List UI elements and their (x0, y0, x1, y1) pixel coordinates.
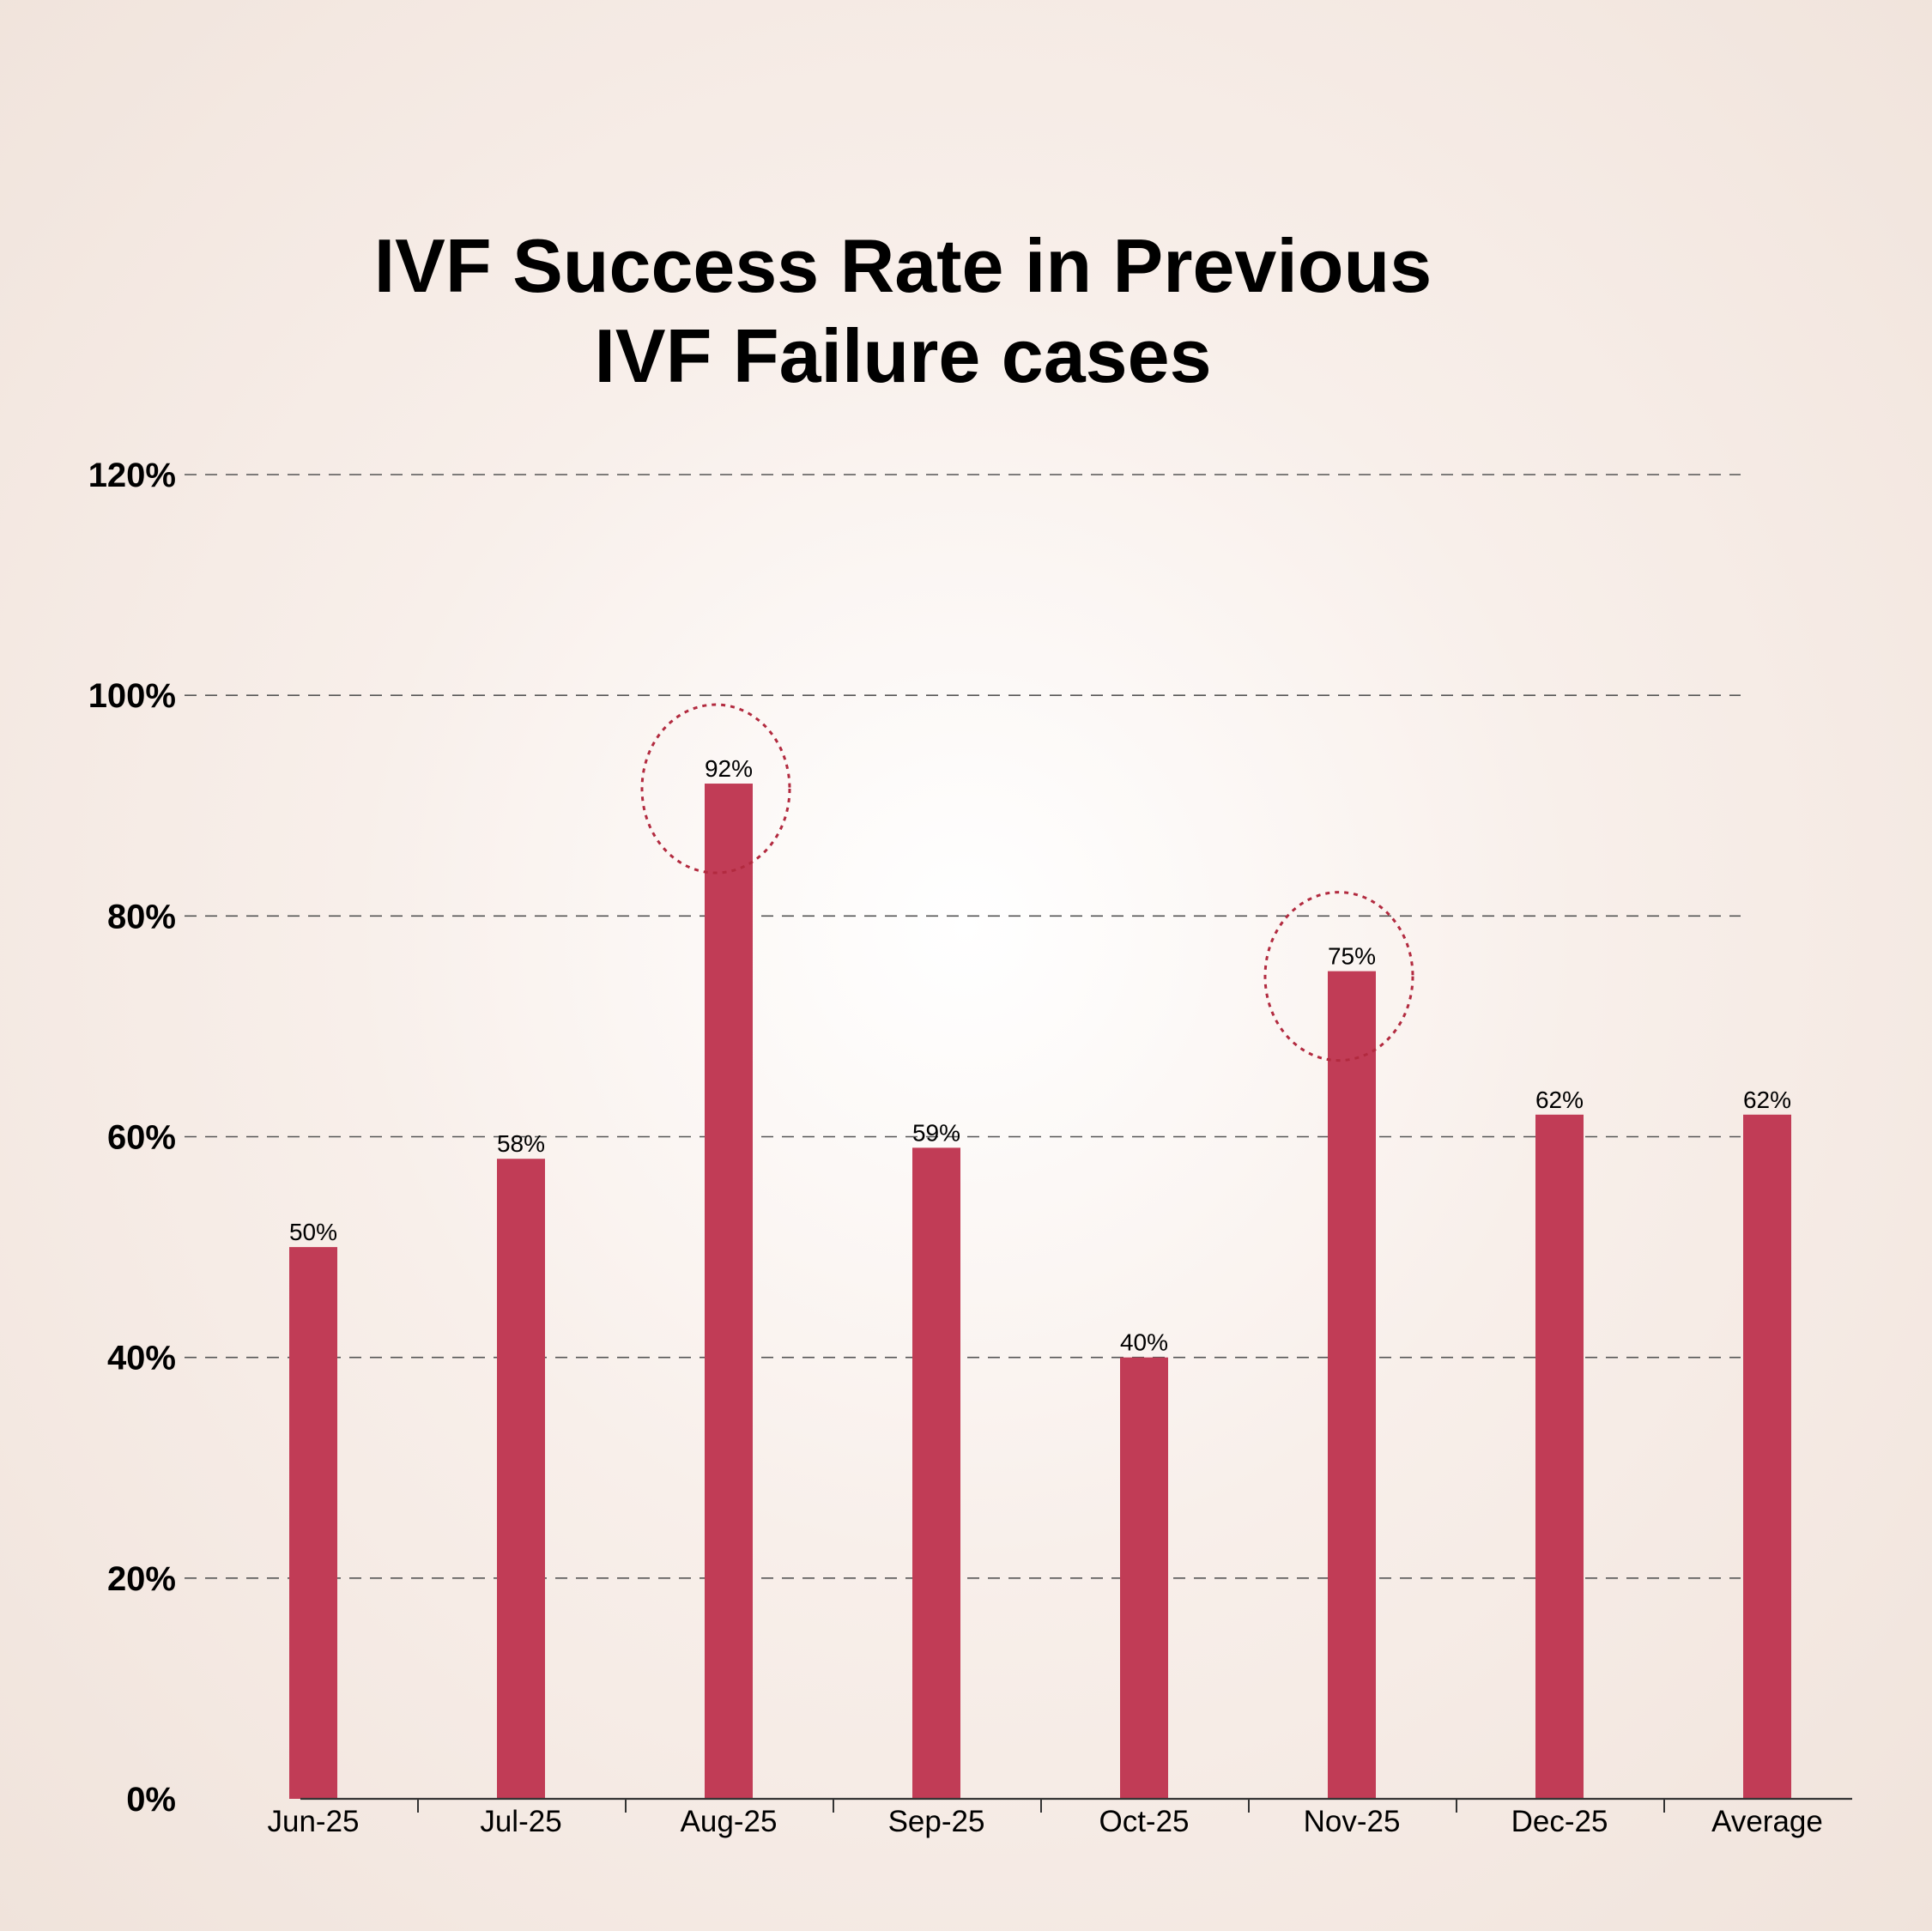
x-tick-label: Jun-25 (267, 1805, 359, 1838)
data-label: 75% (1328, 943, 1376, 970)
bar (1535, 1114, 1584, 1799)
chart-title: IVF Success Rate in Previous IVF Failure… (374, 223, 1432, 398)
x-tick-label: Aug-25 (681, 1805, 778, 1838)
x-tick-label: Dec-25 (1511, 1805, 1608, 1838)
data-label: 40% (1120, 1329, 1168, 1356)
y-tick-label: 80% (107, 898, 176, 935)
bar (1328, 971, 1376, 1799)
x-tick-label: Nov-25 (1304, 1805, 1401, 1838)
bar (705, 784, 753, 1799)
y-tick-label: 20% (107, 1560, 176, 1598)
data-labels: 50% 58% 92% 59% 40% 75% 62% 62% (289, 755, 1791, 1356)
y-tick-label: 40% (107, 1340, 176, 1377)
highlight-circle (640, 703, 791, 875)
x-axis-labels: Jun-25 Jul-25 Aug-25 Sep-25 Oct-25 Nov-25 Dec-… (267, 1805, 1822, 1838)
x-axis (300, 1797, 1852, 1813)
bar (497, 1159, 545, 1799)
highlight-circle (1263, 891, 1414, 1062)
y-tick-label: 100% (88, 677, 176, 715)
data-label: 62% (1535, 1087, 1584, 1113)
data-label: 59% (912, 1119, 960, 1146)
y-tick-label: 60% (107, 1119, 176, 1157)
data-label: 58% (497, 1130, 545, 1157)
bar (912, 1147, 960, 1799)
data-label: 62% (1743, 1087, 1791, 1113)
x-tick-label: Jul-25 (480, 1805, 561, 1838)
bars (289, 784, 1791, 1799)
highlight-circles (640, 703, 1414, 1062)
chart-title-line-1: IVF Success Rate in Previous (374, 223, 1432, 308)
bar (1743, 1114, 1791, 1799)
x-tick-label: Oct-25 (1099, 1805, 1189, 1838)
data-label: 50% (289, 1219, 337, 1245)
x-tick-label: Sep-25 (888, 1805, 985, 1838)
chart-title-line-2: IVF Failure cases (594, 313, 1211, 398)
data-label: 92% (705, 755, 753, 782)
y-tick-label: 0% (126, 1781, 176, 1819)
bar (289, 1247, 337, 1799)
y-axis-ticks: 0% 20% 40% 60% 80% 100% 120% (88, 457, 176, 1819)
x-tick-label: Average (1711, 1805, 1823, 1838)
bar (1120, 1357, 1168, 1799)
gridlines (185, 474, 1741, 1579)
y-tick-label: 120% (88, 457, 176, 494)
